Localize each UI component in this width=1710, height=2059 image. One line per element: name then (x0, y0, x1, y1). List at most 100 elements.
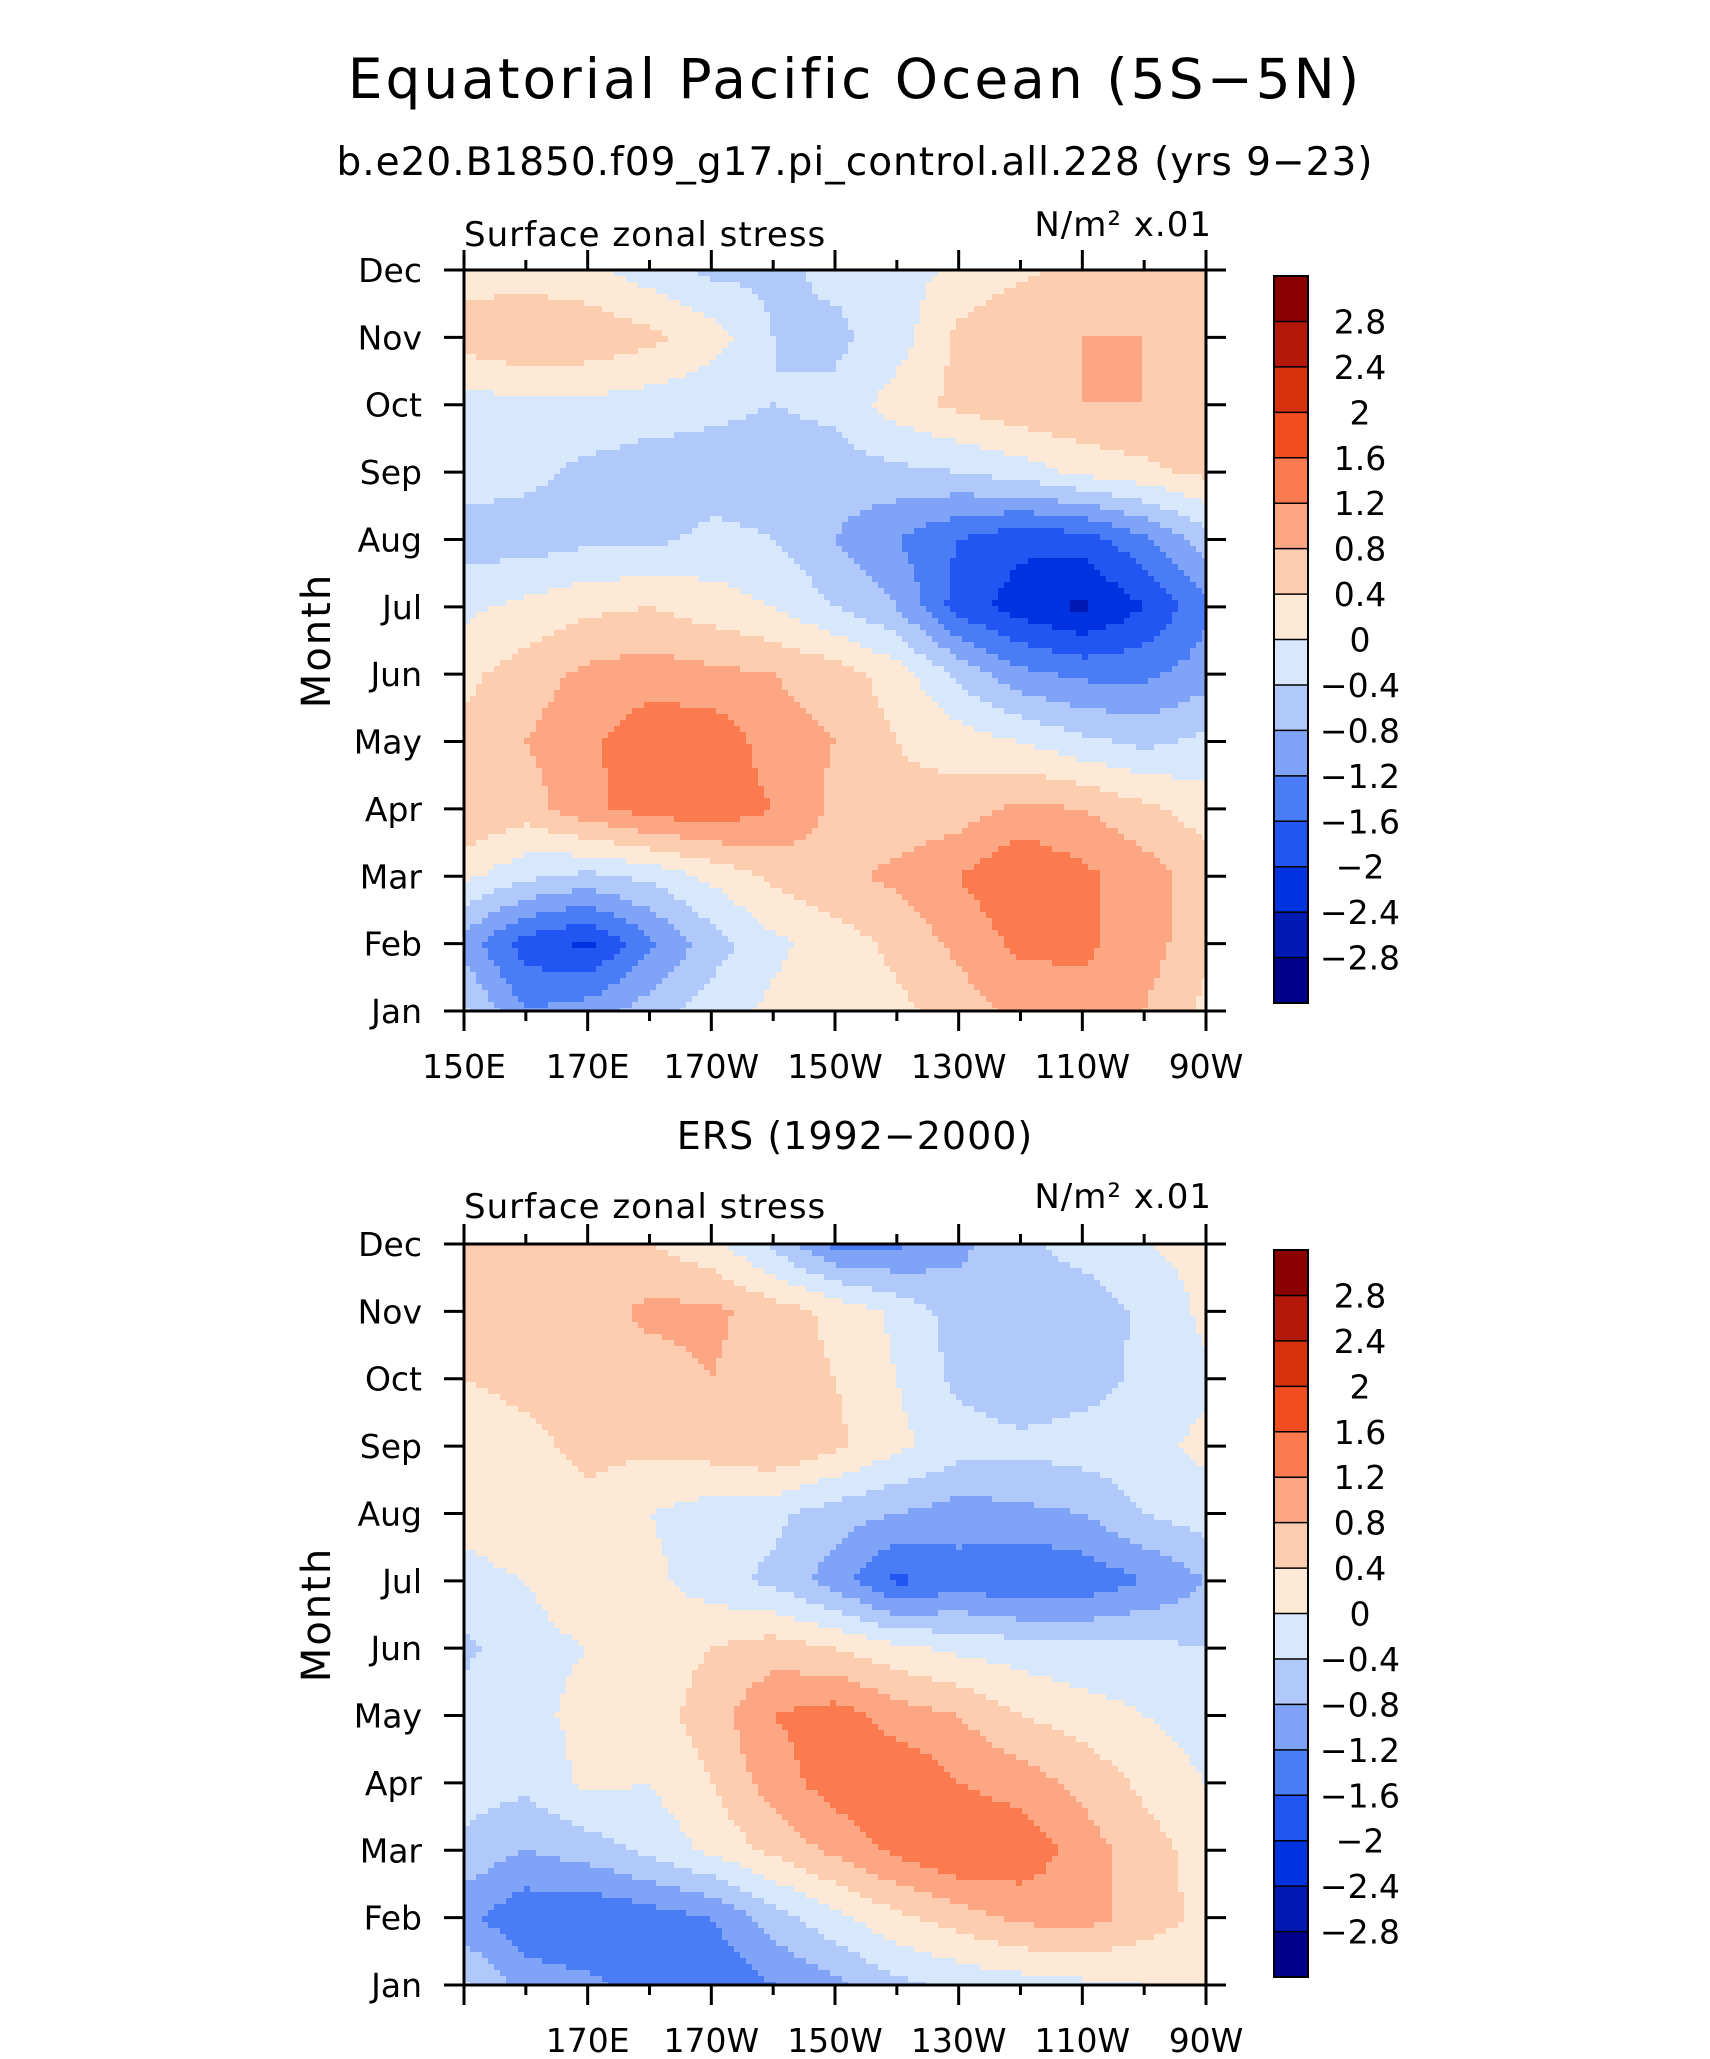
heatmap-cell (860, 462, 867, 469)
heatmap-cell (1022, 372, 1029, 379)
heatmap-cell (662, 294, 669, 301)
heatmap-cell (1112, 306, 1119, 313)
heatmap-cell (620, 282, 627, 289)
heatmap-cell (698, 414, 705, 421)
heatmap-cell (1124, 402, 1131, 409)
heatmap-cell (518, 324, 525, 331)
heatmap-cell (782, 408, 789, 415)
heatmap-cell (614, 378, 621, 385)
heatmap-cell (554, 324, 561, 331)
heatmap-cell (890, 366, 897, 373)
heatmap-cell (734, 324, 741, 331)
heatmap-cell (1052, 390, 1059, 397)
heatmap-cell (1070, 420, 1077, 427)
heatmap-cell (980, 390, 987, 397)
heatmap-cell (686, 318, 693, 325)
heatmap-cell (920, 480, 927, 487)
heatmap-cell (668, 348, 675, 355)
heatmap-cell (800, 492, 807, 499)
heatmap-cell (914, 330, 921, 337)
heatmap-cell (1154, 426, 1161, 433)
heatmap-cell (596, 492, 603, 499)
heatmap-cell (920, 276, 927, 283)
heatmap-cell (848, 396, 855, 403)
heatmap-cell (488, 432, 495, 439)
heatmap-cell (614, 384, 621, 391)
heatmap-cell (1160, 420, 1167, 427)
heatmap-cell (560, 498, 567, 505)
heatmap-cell (500, 354, 507, 361)
heatmap-cell (836, 282, 843, 289)
heatmap-cell (692, 384, 699, 391)
heatmap-cell (842, 378, 849, 385)
heatmap-cell (596, 342, 603, 349)
heatmap-cell (914, 426, 921, 433)
heatmap-cell (500, 492, 507, 499)
heatmap-cell (518, 348, 525, 355)
heatmap-cell (566, 480, 573, 487)
heatmap-cell (512, 300, 519, 307)
heatmap-cell (1184, 462, 1191, 469)
heatmap-cell (1016, 288, 1023, 295)
heatmap-cell (1142, 468, 1149, 475)
heatmap-cell (938, 438, 945, 445)
heatmap-cell (1124, 408, 1131, 415)
heatmap-cell (752, 426, 759, 433)
heatmap-cell (536, 276, 543, 283)
heatmap-cell (932, 336, 939, 343)
heatmap-cell (962, 390, 969, 397)
heatmap-cell (650, 426, 657, 433)
heatmap-cell (1064, 402, 1071, 409)
heatmap-cell (824, 468, 831, 475)
heatmap-cell (896, 300, 903, 307)
heatmap-cell (728, 354, 735, 361)
heatmap-cell (872, 348, 879, 355)
heatmap-cell (1040, 396, 1047, 403)
heatmap-cell (602, 396, 609, 403)
heatmap-cell (968, 348, 975, 355)
heatmap-cell (626, 288, 633, 295)
heatmap-cell (656, 372, 663, 379)
heatmap-cell (974, 312, 981, 319)
heatmap-cell (530, 408, 537, 415)
heatmap-cell (998, 342, 1005, 349)
heatmap-cell (572, 396, 579, 403)
heatmap-cell (572, 336, 579, 343)
heatmap-cell (986, 336, 993, 343)
heatmap-cell (734, 498, 741, 505)
heatmap-cell (1094, 294, 1101, 301)
heatmap-cell (788, 354, 795, 361)
heatmap-cell (1016, 348, 1023, 355)
heatmap-cell (728, 444, 735, 451)
heatmap-cell (722, 324, 729, 331)
heatmap-cell (824, 336, 831, 343)
heatmap-cell (830, 384, 837, 391)
heatmap-cell (482, 342, 489, 349)
heatmap-cell (968, 414, 975, 421)
heatmap-cell (530, 390, 537, 397)
heatmap-cell (716, 384, 723, 391)
heatmap-cell (1172, 492, 1179, 499)
heatmap-cell (698, 294, 705, 301)
heatmap-cell (788, 444, 795, 451)
heatmap-cell (836, 354, 843, 361)
heatmap-cell (1100, 462, 1107, 469)
heatmap-cell (1064, 492, 1071, 499)
heatmap-cell (674, 360, 681, 367)
heatmap-cell (1040, 372, 1047, 379)
heatmap-cell (704, 348, 711, 355)
heatmap-cell (812, 390, 819, 397)
heatmap-cell (974, 336, 981, 343)
heatmap-cell (902, 282, 909, 289)
heatmap-cell (572, 438, 579, 445)
heatmap-cell (656, 444, 663, 451)
heatmap-cell (998, 462, 1005, 469)
heatmap-cell (608, 498, 615, 505)
heatmap-cell (902, 492, 909, 499)
heatmap-cell (1136, 486, 1143, 493)
heatmap-cell (770, 360, 777, 367)
heatmap-cell (926, 282, 933, 289)
heatmap-cell (638, 372, 645, 379)
heatmap-cell (776, 492, 783, 499)
heatmap-cell (794, 384, 801, 391)
